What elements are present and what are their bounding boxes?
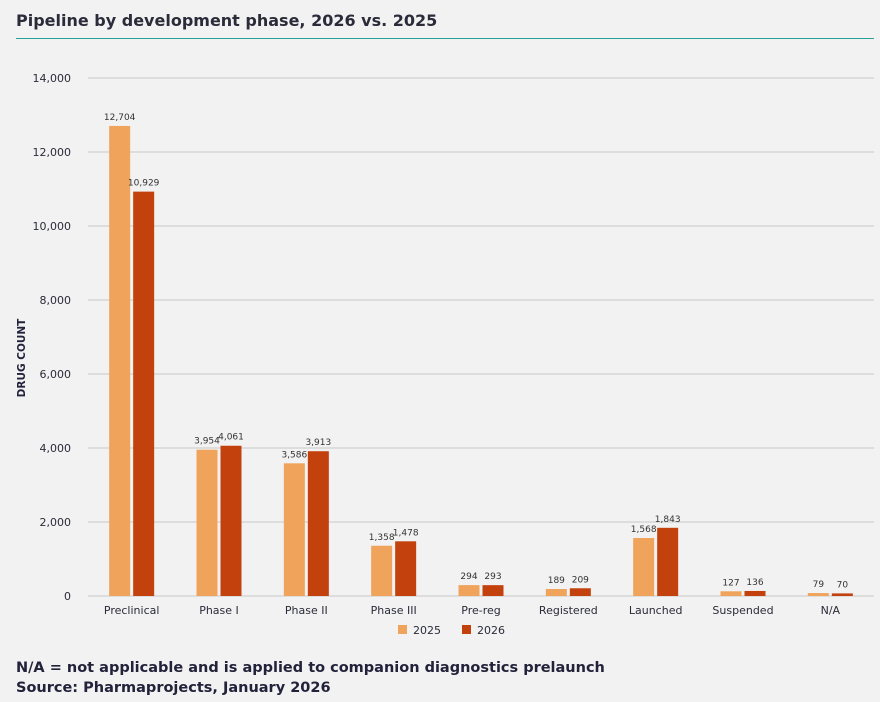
data-label: 189	[548, 576, 565, 586]
bar-2026-phase-i	[220, 445, 242, 596]
gridlines	[88, 77, 874, 597]
bar-2026-pre-reg	[482, 585, 504, 596]
data-label: 293	[484, 572, 501, 582]
data-label: 79	[813, 580, 825, 590]
y-tick-label: 12,000	[33, 146, 72, 159]
data-label: 70	[837, 580, 849, 590]
data-label: 3,913	[305, 438, 331, 448]
bar-2025-registered	[545, 589, 567, 596]
x-tick-label: Phase II	[285, 604, 328, 617]
x-tick-label: Pre-reg	[461, 604, 501, 617]
y-axis-label: DRUG COUNT	[16, 318, 28, 398]
bar-2025-preclinical	[109, 125, 131, 597]
x-tick-label: Phase I	[199, 604, 239, 617]
bar-2026-n-a	[831, 593, 853, 596]
bar-2025-n-a	[807, 593, 829, 596]
data-label: 12,704	[104, 113, 136, 123]
bar-2026-preclinical	[133, 191, 155, 596]
x-tick-label: Suspended	[712, 604, 773, 617]
data-label: 1,358	[369, 533, 395, 543]
bar-2026-launched	[657, 527, 679, 596]
x-tick-label: Preclinical	[104, 604, 160, 617]
na-footnote: N/A = not applicable and is applied to c…	[16, 660, 605, 676]
legend-label: 2026	[477, 624, 505, 637]
bar-2026-phase-ii	[307, 451, 329, 596]
x-tick-label: Phase III	[371, 604, 417, 617]
bar-2026-phase-iii	[395, 541, 417, 596]
data-label: 136	[746, 578, 763, 588]
legend-label: 2025	[413, 624, 441, 637]
y-tick-label: 14,000	[33, 72, 72, 85]
legend: 2025 2026	[398, 624, 505, 637]
data-label: 1,568	[631, 525, 657, 535]
bar-2025-phase-iii	[371, 545, 393, 596]
x-tick-label: Launched	[629, 604, 683, 617]
data-label: 294	[460, 572, 477, 582]
data-label: 209	[572, 575, 589, 585]
y-tick-label: 8,000	[40, 294, 72, 307]
chart-title: Pipeline by development phase, 2026 vs. …	[16, 11, 438, 30]
bar-2025-launched	[633, 537, 655, 596]
bars	[109, 125, 853, 597]
x-axis-ticks: Preclinical Phase I Phase II Phase III Pre-r…	[104, 604, 841, 617]
legend-swatch-2025	[398, 625, 407, 634]
source-footnote: Source: Pharmaprojects, January 2026	[16, 680, 331, 696]
x-tick-label: Registered	[539, 604, 598, 617]
bar-2025-phase-ii	[283, 463, 305, 596]
y-tick-label: 10,000	[33, 220, 72, 233]
data-label: 127	[722, 578, 739, 588]
title-divider	[16, 38, 874, 39]
data-label: 1,478	[393, 528, 419, 538]
bar-2026-registered	[569, 588, 591, 596]
bar-2026-suspended	[744, 590, 766, 596]
data-label: 1,843	[655, 515, 681, 525]
data-label: 3,586	[281, 450, 307, 460]
data-label: 3,954	[194, 437, 220, 447]
y-tick-label: 4,000	[40, 442, 72, 455]
bar-chart: 02,0004,0006,0008,00010,00012,00014,000 …	[16, 72, 874, 637]
data-label: 10,929	[128, 179, 160, 189]
bar-2025-suspended	[720, 591, 742, 596]
legend-swatch-2026	[462, 625, 471, 634]
x-tick-label: N/A	[821, 604, 841, 617]
data-label: 4,061	[218, 433, 244, 443]
y-tick-label: 0	[64, 590, 71, 603]
y-tick-label: 2,000	[40, 516, 72, 529]
bar-2025-pre-reg	[458, 585, 480, 596]
y-axis-ticks: 0 2,000 4,000 6,000 8,000 10,000 12,000 14,000	[33, 72, 72, 603]
y-tick-label: 6,000	[40, 368, 72, 381]
bar-2025-phase-i	[196, 449, 218, 596]
